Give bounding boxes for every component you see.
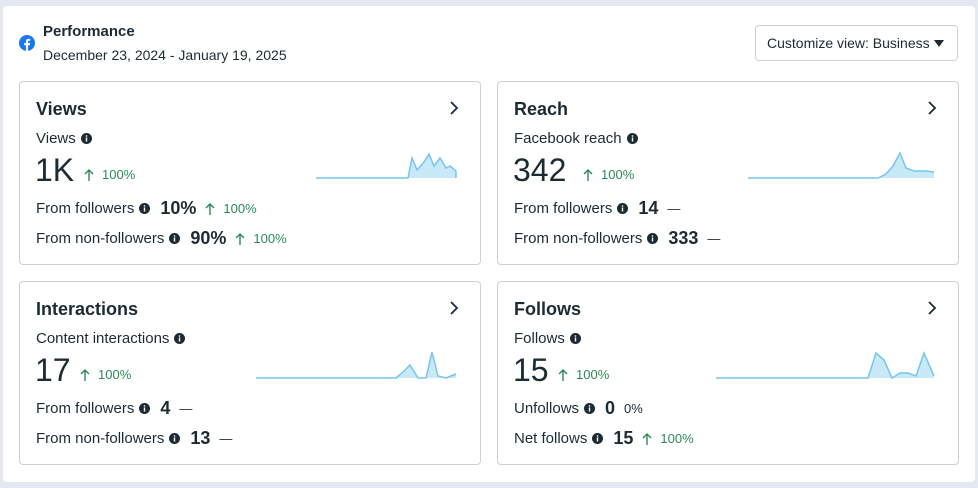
info-icon[interactable] bbox=[139, 403, 151, 414]
metric-change: 100% bbox=[84, 167, 135, 182]
row-label: From followers bbox=[36, 200, 135, 217]
metric-label: Facebook reach bbox=[514, 130, 638, 147]
facebook-icon bbox=[19, 35, 35, 51]
card-title: Views bbox=[36, 99, 87, 119]
arrow-up-icon bbox=[80, 368, 90, 381]
info-icon[interactable] bbox=[584, 403, 596, 414]
row-value: 4 bbox=[160, 398, 171, 418]
reach-sparkline bbox=[748, 151, 935, 179]
metric-label-text: Views bbox=[36, 130, 76, 147]
row-change: 100% bbox=[235, 231, 287, 246]
row-label: Net follows bbox=[514, 430, 588, 447]
row-from-followers: From followers 10% 100% bbox=[36, 198, 257, 219]
row-label: From non-followers bbox=[36, 230, 165, 247]
row-change-dash: — bbox=[667, 201, 681, 216]
arrow-up-icon bbox=[642, 432, 652, 445]
info-icon[interactable] bbox=[569, 333, 581, 344]
metric-change-text: 100% bbox=[102, 167, 136, 182]
chevron-right-icon[interactable] bbox=[448, 100, 460, 116]
metric-label-text: Content interactions bbox=[36, 330, 170, 347]
metric-label: Content interactions bbox=[36, 330, 186, 347]
metric-change: 100% bbox=[558, 367, 609, 382]
metric-change-text: 100% bbox=[98, 367, 132, 382]
row-change: 100% bbox=[205, 201, 257, 216]
row-from-non-followers: From non-followers 90% 100% bbox=[36, 228, 287, 249]
metric-label-text: Facebook reach bbox=[514, 130, 622, 147]
metric-label-text: Follows bbox=[514, 330, 565, 347]
row-change: 100% bbox=[642, 431, 694, 446]
row-net-follows: Net follows 15 100% bbox=[514, 428, 694, 449]
arrow-up-icon bbox=[235, 232, 245, 245]
arrow-up-icon bbox=[558, 368, 568, 381]
arrow-up-icon bbox=[205, 202, 215, 215]
info-icon[interactable] bbox=[174, 333, 186, 344]
row-value: 0 bbox=[605, 398, 616, 418]
row-from-non-followers: From non-followers 333 — bbox=[514, 228, 720, 249]
row-from-non-followers: From non-followers 13 — bbox=[36, 428, 232, 449]
info-icon[interactable] bbox=[617, 203, 629, 214]
row-value: 14 bbox=[638, 198, 659, 218]
row-label: Unfollows bbox=[514, 400, 580, 417]
follows-sparkline bbox=[716, 350, 935, 380]
performance-panel: Performance December 23, 2024 - January … bbox=[3, 6, 975, 482]
metric-change: 100% bbox=[583, 167, 634, 182]
row-label: From non-followers bbox=[36, 430, 165, 447]
info-icon[interactable] bbox=[592, 433, 604, 444]
views-card[interactable]: Views Views 1K 100% From followers 10% 1… bbox=[19, 81, 481, 265]
card-title: Interactions bbox=[36, 299, 139, 319]
metric-label: Views bbox=[36, 130, 92, 147]
info-icon[interactable] bbox=[169, 433, 181, 444]
row-change-text: 0% bbox=[624, 401, 643, 416]
card-title: Follows bbox=[514, 299, 581, 319]
arrow-up-icon bbox=[84, 168, 94, 181]
chevron-right-icon[interactable] bbox=[926, 300, 938, 316]
customize-view-dropdown[interactable]: Customize view: Business bbox=[755, 25, 958, 61]
row-label: From followers bbox=[514, 200, 613, 217]
info-icon[interactable] bbox=[80, 133, 92, 144]
follows-card[interactable]: Follows Follows 15 100% Unfollows 0 0% N… bbox=[497, 281, 959, 465]
interactions-sparkline bbox=[256, 351, 457, 379]
metric-value: 1K bbox=[35, 152, 75, 188]
card-title: Reach bbox=[514, 99, 569, 119]
metric-change: 100% bbox=[80, 367, 131, 382]
row-change-dash: — bbox=[179, 401, 193, 416]
arrow-up-icon bbox=[583, 168, 593, 181]
metric-value: 15 bbox=[513, 352, 549, 388]
info-icon[interactable] bbox=[169, 233, 181, 244]
info-icon[interactable] bbox=[139, 203, 151, 214]
row-change-text: 100% bbox=[660, 431, 694, 446]
row-change-text: 100% bbox=[223, 201, 257, 216]
row-label: From non-followers bbox=[514, 230, 643, 247]
page-title: Performance bbox=[43, 23, 135, 40]
reach-card[interactable]: Reach Facebook reach 342 100% From follo… bbox=[497, 81, 959, 265]
info-icon[interactable] bbox=[647, 233, 659, 244]
row-value: 15 bbox=[613, 428, 634, 448]
views-sparkline bbox=[316, 152, 457, 179]
interactions-card[interactable]: Interactions Content interactions 17 100… bbox=[19, 281, 481, 465]
customize-view-label: Customize view: Business bbox=[767, 35, 930, 51]
metric-value: 342 bbox=[513, 152, 567, 188]
row-from-followers: From followers 4 — bbox=[36, 398, 192, 419]
chevron-right-icon[interactable] bbox=[448, 300, 460, 316]
metric-value: 17 bbox=[35, 352, 71, 388]
date-range: December 23, 2024 - January 19, 2025 bbox=[43, 47, 287, 63]
row-value: 333 bbox=[668, 228, 699, 248]
caret-down-icon bbox=[934, 40, 944, 47]
row-value: 10% bbox=[160, 198, 197, 218]
chevron-right-icon[interactable] bbox=[926, 100, 938, 116]
metric-change-text: 100% bbox=[576, 367, 610, 382]
row-change-text: 100% bbox=[253, 231, 287, 246]
row-change-dash: — bbox=[707, 231, 721, 246]
performance-header: Performance December 23, 2024 - January … bbox=[3, 6, 975, 76]
row-unfollows: Unfollows 0 0% bbox=[514, 398, 643, 419]
metric-label: Follows bbox=[514, 330, 581, 347]
row-from-followers: From followers 14 — bbox=[514, 198, 680, 219]
metric-change-text: 100% bbox=[601, 167, 635, 182]
row-value: 13 bbox=[190, 428, 211, 448]
row-change-dash: — bbox=[219, 431, 233, 446]
info-icon[interactable] bbox=[626, 133, 638, 144]
row-value: 90% bbox=[190, 228, 227, 248]
row-label: From followers bbox=[36, 400, 135, 417]
